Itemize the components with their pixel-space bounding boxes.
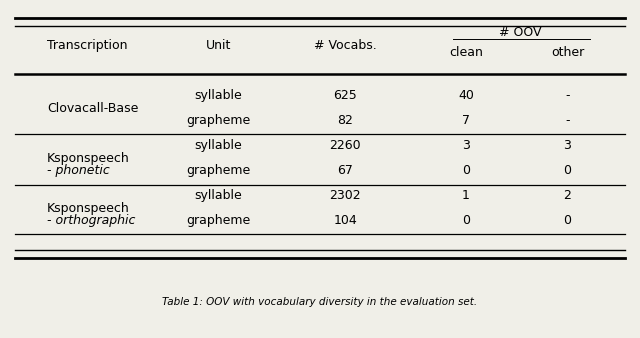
Text: grapheme: grapheme xyxy=(186,214,251,227)
Text: 104: 104 xyxy=(333,214,357,227)
Text: syllable: syllable xyxy=(195,139,243,152)
Text: 67: 67 xyxy=(337,164,353,177)
Text: # OOV: # OOV xyxy=(499,26,541,39)
Text: 2260: 2260 xyxy=(330,139,361,152)
Text: 0: 0 xyxy=(563,214,572,227)
Text: - orthographic: - orthographic xyxy=(47,214,136,227)
Text: 40: 40 xyxy=(458,89,474,102)
Text: grapheme: grapheme xyxy=(186,114,251,127)
Text: 1: 1 xyxy=(462,189,470,202)
Text: 7: 7 xyxy=(462,114,470,127)
Text: syllable: syllable xyxy=(195,189,243,202)
Text: 82: 82 xyxy=(337,114,353,127)
Text: Table 1: OOV with vocabulary diversity in the evaluation set.: Table 1: OOV with vocabulary diversity i… xyxy=(163,297,477,307)
Text: Transcription: Transcription xyxy=(47,40,128,52)
Text: Clovacall-Base: Clovacall-Base xyxy=(47,102,139,115)
Text: 0: 0 xyxy=(563,164,572,177)
Text: 0: 0 xyxy=(462,164,470,177)
Text: -: - xyxy=(565,114,570,127)
Text: - phonetic: - phonetic xyxy=(47,164,110,177)
Text: 3: 3 xyxy=(462,139,470,152)
Text: Unit: Unit xyxy=(206,40,231,52)
Text: 625: 625 xyxy=(333,89,357,102)
Text: clean: clean xyxy=(449,46,483,59)
Text: # Vocabs.: # Vocabs. xyxy=(314,40,377,52)
Text: 2302: 2302 xyxy=(330,189,361,202)
Text: 0: 0 xyxy=(462,214,470,227)
Text: 3: 3 xyxy=(563,139,572,152)
Text: Ksponspeech: Ksponspeech xyxy=(47,201,130,215)
Text: -: - xyxy=(565,89,570,102)
Text: other: other xyxy=(551,46,584,59)
Text: grapheme: grapheme xyxy=(186,164,251,177)
Text: Ksponspeech: Ksponspeech xyxy=(47,152,130,165)
Text: syllable: syllable xyxy=(195,89,243,102)
Text: 2: 2 xyxy=(563,189,572,202)
